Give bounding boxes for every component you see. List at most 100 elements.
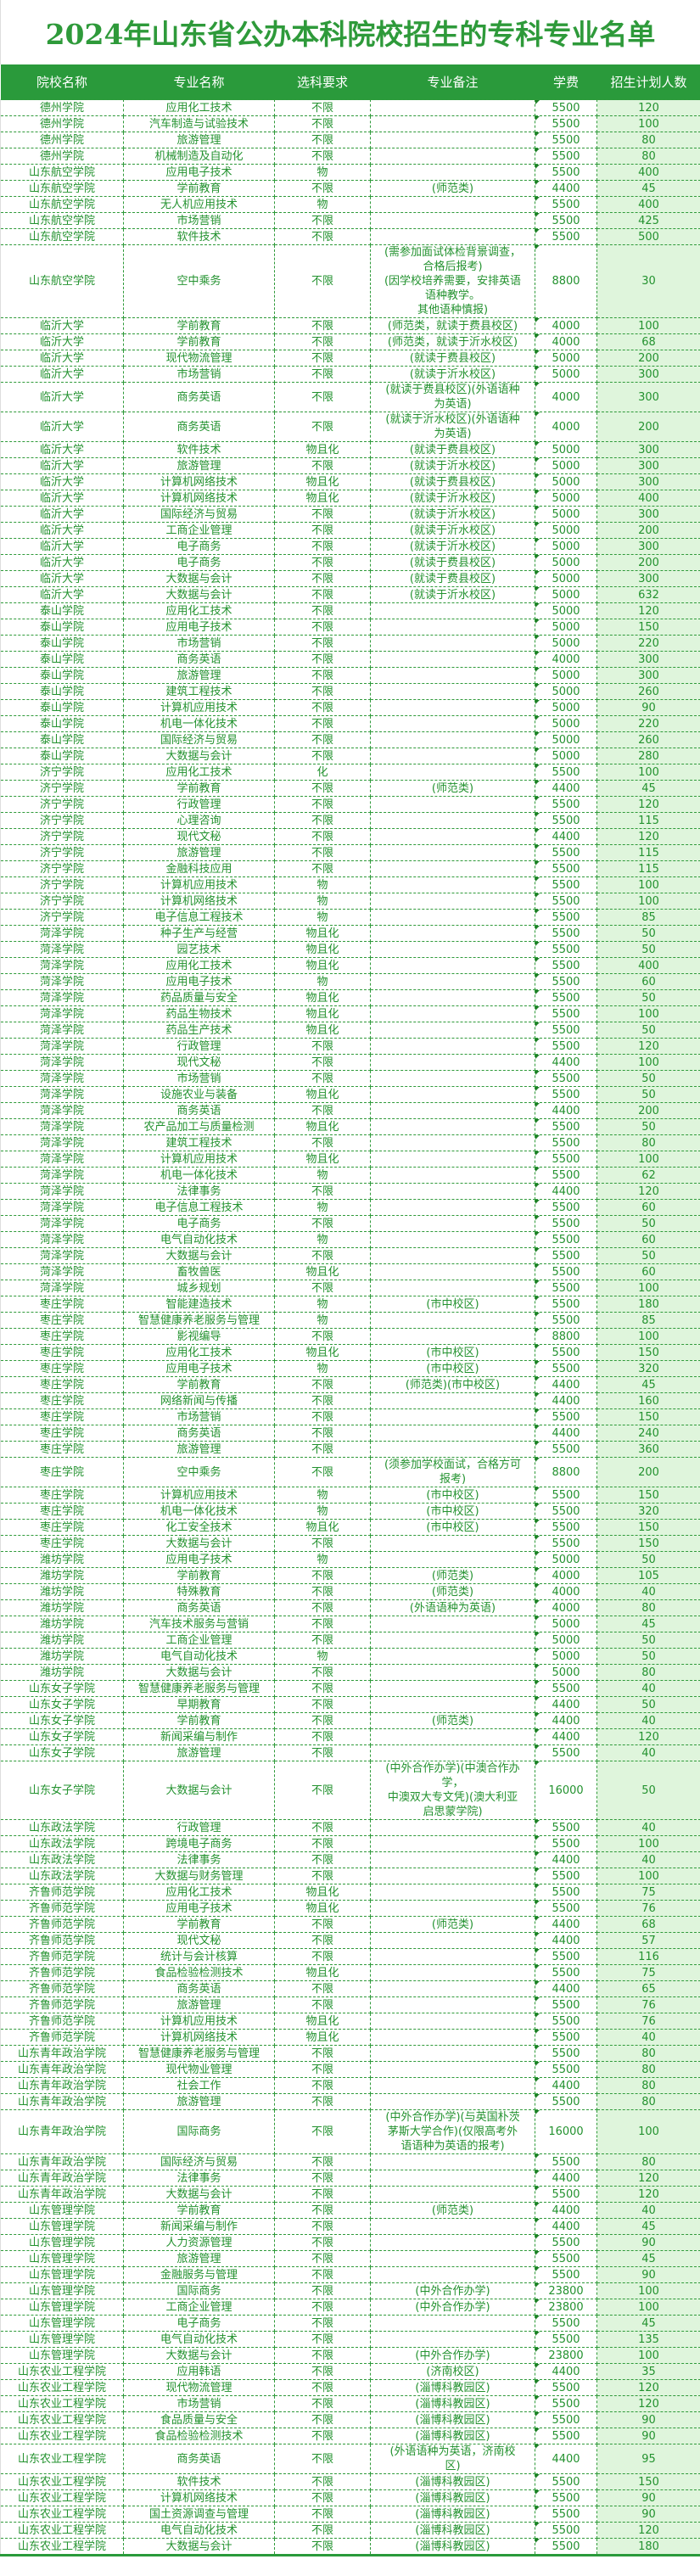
subject-requirement-cell: 物且化 <box>274 490 371 507</box>
major-note-cell: (淄博科教园区) <box>370 2489 535 2506</box>
major-note-cell: (淄博科教园区) <box>370 2538 535 2556</box>
major-cell: 药品生产技术 <box>123 1022 275 1039</box>
enrollment-plan-cell: 50 <box>596 1118 700 1135</box>
table-row: 山东青年政治学院 国际商务 不限 (中外合作办学)(与英国朴茨 茅斯大学合作)(仅限高… <box>0 2109 700 2154</box>
table-row: 济宁学院 应用化工技术化 5500 100 <box>0 764 700 781</box>
table-row: 山东管理学院 电气自动化技术 不限 5500 135 <box>0 2331 700 2348</box>
subject-requirement-cell: 物 <box>274 1167 371 1184</box>
tuition-cell: 5500 <box>535 1022 597 1039</box>
school-cell: 潍坊学院 <box>0 1664 124 1681</box>
subject-requirement-cell: 不限 <box>274 554 371 571</box>
subject-requirement-cell: 不限 <box>274 2411 371 2428</box>
subject-requirement-cell: 不限 <box>274 780 371 797</box>
major-note-cell <box>370 941 535 958</box>
table-body: 德州学院 应用化工技术 不限 5500 120 德州学院 汽车制造与试验技术 不限 5500 10… <box>0 99 700 2556</box>
major-cell: 应用化工技术 <box>123 1884 275 1901</box>
major-cell: 学前教育 <box>123 1712 275 1729</box>
major-cell: 软件技术 <box>123 2473 275 2490</box>
enrollment-plan-cell: 40 <box>596 1819 700 1836</box>
major-cell: 人力资源管理 <box>123 2234 275 2251</box>
school-cell: 山东女子学院 <box>0 1761 124 1820</box>
school-cell: 泰山学院 <box>0 635 124 652</box>
subject-requirement-cell: 物 <box>274 909 371 926</box>
table-row: 山东农业工程学院 电气自动化技术 不限 (淄博科教园区) 5500 120 <box>0 2522 700 2539</box>
subject-requirement-cell: 不限 <box>274 1425 371 1442</box>
table-header-row: 院校名称 专业名称 选科要求 专业备注 学费 招生计划人数 <box>0 64 700 100</box>
major-cell: 应用电子技术 <box>123 1360 275 1377</box>
major-note-cell <box>370 2077 535 2094</box>
major-cell: 软件技术 <box>123 441 275 458</box>
major-cell: 计算机网络技术 <box>123 473 275 490</box>
subject-requirement-cell: 不限 <box>274 1819 371 1836</box>
table-row: 德州学院 应用化工技术 不限 5500 120 <box>0 99 700 116</box>
major-note-cell <box>370 667 535 684</box>
header-school: 院校名称 <box>0 64 124 100</box>
school-cell: 齐鲁师范学院 <box>0 1996 124 2013</box>
table-row: 山东青年政治学院 法律事务 不限 4400 120 <box>0 2170 700 2187</box>
tuition-cell: 5500 <box>535 1964 597 1981</box>
school-cell: 济宁学院 <box>0 796 124 813</box>
table-row: 菏泽学院 现代文秘 不限 4400 100 <box>0 1054 700 1071</box>
table-row: 菏泽学院 农产品加工与质量检测 物且化 5500 50 <box>0 1118 700 1135</box>
subject-requirement-cell: 不限 <box>274 2077 371 2094</box>
major-cell: 计算机应用技术 <box>123 876 275 893</box>
major-cell: 食品检验检测技术 <box>123 2428 275 2444</box>
enrollment-plan-cell: 120 <box>596 2522 700 2539</box>
major-note-cell <box>370 925 535 942</box>
school-cell: 潍坊学院 <box>0 1632 124 1649</box>
table-row: 临沂大学 大数据与会计 不限 (就读于费县校区) 5000 300 <box>0 570 700 587</box>
major-cell: 应用电子技术 <box>123 164 275 181</box>
major-cell: 汽车制造与试验技术 <box>123 115 275 132</box>
major-cell: 应用电子技术 <box>123 1900 275 1917</box>
tuition-cell: 5500 <box>535 1215 597 1232</box>
tuition-cell: 5500 <box>535 764 597 781</box>
subject-requirement-cell: 物且化 <box>274 957 371 974</box>
major-cell: 国际经济与贸易 <box>123 2153 275 2170</box>
enrollment-plan-cell: 40 <box>596 1744 700 1761</box>
tuition-cell: 5500 <box>535 957 597 974</box>
tuition-cell: 5500 <box>535 212 597 229</box>
subject-requirement-cell: 不限 <box>274 1616 371 1632</box>
table-row: 山东女子学院 学前教育 不限 (师范类) 4400 40 <box>0 1712 700 1729</box>
subject-requirement-cell: 不限 <box>274 812 371 829</box>
school-cell: 山东政法学院 <box>0 1868 124 1884</box>
tuition-cell: 5500 <box>535 1199 597 1216</box>
table-row: 枣庄学院 商务英语 不限 4400 240 <box>0 1425 700 1442</box>
major-note-cell <box>370 796 535 813</box>
tuition-cell: 4000 <box>535 651 597 668</box>
enrollment-plan-cell: 50 <box>596 1215 700 1232</box>
school-cell: 济宁学院 <box>0 828 124 845</box>
major-cell: 电气自动化技术 <box>123 2331 275 2348</box>
tuition-cell: 5500 <box>535 1900 597 1917</box>
major-note-cell <box>370 715 535 732</box>
subject-requirement-cell: 不限 <box>274 796 371 813</box>
enrollment-plan-cell: 90 <box>596 2506 700 2523</box>
subject-requirement-cell: 不限 <box>274 1392 371 1409</box>
major-note-cell <box>370 2045 535 2062</box>
school-cell: 济宁学院 <box>0 860 124 877</box>
subject-requirement-cell: 不限 <box>274 1102 371 1119</box>
subject-requirement-cell: 物 <box>274 973 371 990</box>
tuition-cell: 5000 <box>535 538 597 555</box>
enrollment-plan-cell: 150 <box>596 1519 700 1536</box>
major-cell: 计算机网络技术 <box>123 490 275 507</box>
major-note-cell <box>370 2153 535 2170</box>
major-cell: 学前教育 <box>123 1376 275 1393</box>
enrollment-plan-cell: 120 <box>596 796 700 813</box>
subject-requirement-cell: 不限 <box>274 333 371 350</box>
tuition-cell: 5500 <box>535 1535 597 1552</box>
table-row: 济宁学院 旅游管理 不限 5500 115 <box>0 844 700 861</box>
subject-requirement-cell: 不限 <box>274 1134 371 1151</box>
major-note-cell: (师范类，就读于费县校区) <box>370 317 535 334</box>
table-row: 山东农业工程学院 国土资源调查与管理 不限 (淄博科教园区) 5500 90 <box>0 2506 700 2523</box>
enrollment-plan-cell: 40 <box>596 1712 700 1729</box>
enrollment-plan-cell: 400 <box>596 490 700 507</box>
table-row: 枣庄学院 影视编导 不限 8800 100 <box>0 1328 700 1345</box>
table-row: 山东女子学院 旅游管理 不限 5500 40 <box>0 1744 700 1761</box>
major-note-cell <box>370 1199 535 1216</box>
school-cell: 枣庄学院 <box>0 1296 124 1313</box>
enrollment-plan-cell: 500 <box>596 228 700 245</box>
enrollment-plan-cell: 150 <box>596 1487 700 1504</box>
tuition-cell: 4400 <box>535 1392 597 1409</box>
table-row: 山东政法学院 大数据与财务管理 不限 5500 100 <box>0 1868 700 1884</box>
